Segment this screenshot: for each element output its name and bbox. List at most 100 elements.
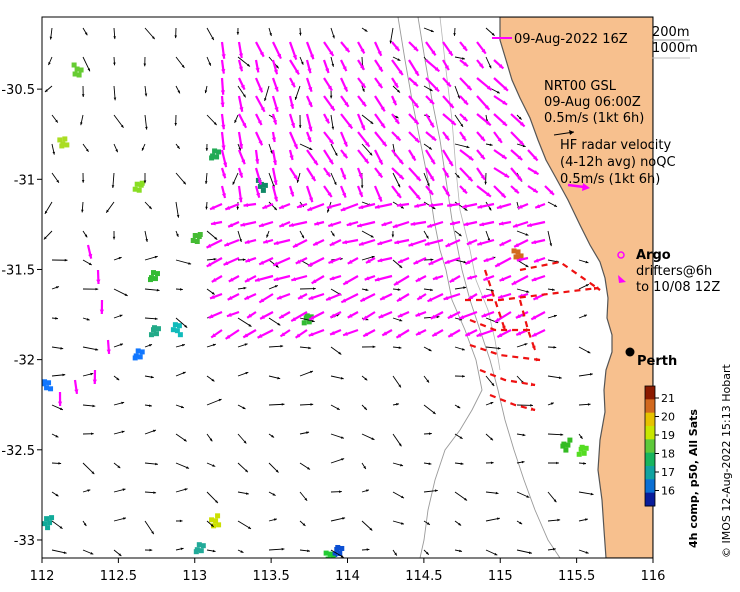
hf-arrow-head: [358, 241, 364, 246]
drifter-track: [519, 260, 601, 291]
hf-arrow-head: [479, 222, 485, 227]
sst-cell: [301, 320, 307, 326]
hf-arrow-head: [513, 223, 518, 228]
colorbar-tick-label: 16: [661, 485, 675, 498]
drifter-tracks: [465, 260, 601, 412]
model-arrow-head: [272, 493, 276, 496]
model-arrow-head: [340, 555, 344, 558]
model-arrow-head: [587, 350, 591, 354]
hf-arrow-head: [276, 295, 282, 300]
hf-arrow-head: [311, 176, 316, 181]
hf-arrow-head: [226, 312, 232, 317]
model-arrow-head: [84, 32, 88, 36]
model-arrow-head: [299, 32, 302, 36]
hf-arrow-head: [476, 332, 482, 337]
hf-arrow-head: [377, 83, 383, 88]
hf-arrow-head: [225, 205, 231, 210]
hf-arrow-head: [449, 103, 454, 108]
hf-arrow-head: [292, 54, 297, 60]
hf-arrow-head: [290, 82, 295, 88]
sst-cell: [511, 248, 517, 254]
model-arrow-head: [277, 376, 281, 380]
hf-arrow-head: [346, 221, 352, 227]
hf-arrow-head: [289, 222, 294, 228]
model-arrow-head: [118, 256, 122, 260]
perth-marker: [625, 347, 635, 357]
hf-arrow-head: [343, 141, 348, 147]
model-arrow-head: [176, 233, 179, 237]
colorbar-swatch: [645, 439, 655, 454]
model-arrow-head: [234, 119, 237, 123]
sst-cell: [565, 442, 571, 448]
hf-arrow-head: [465, 260, 471, 265]
sst-cell: [42, 521, 48, 527]
model-arrow-head: [59, 407, 63, 410]
hf-arrow-head: [431, 135, 437, 141]
model-arrow-head: [584, 518, 588, 521]
hf-arrow-head: [223, 261, 229, 266]
hf-arrow-head: [307, 68, 312, 74]
model-arrow-head: [340, 436, 344, 439]
colorbar-swatch: [645, 399, 655, 414]
sst-cell: [196, 542, 202, 548]
model-arrow-head: [149, 548, 153, 552]
hf-arrow-head: [210, 294, 215, 299]
sst-cell: [308, 314, 314, 320]
hf-arrow-head: [432, 275, 438, 280]
hf-arrow-head: [260, 314, 265, 319]
model-arrow-head: [365, 489, 369, 492]
hf-arrow-head: [527, 222, 532, 228]
sst-cell: [151, 325, 157, 331]
model-arrow-head: [84, 234, 88, 238]
sst-cell: [44, 516, 50, 522]
model-arrow-head: [369, 527, 373, 531]
model-arrow-head: [245, 371, 249, 375]
model-arrow-head: [329, 95, 333, 99]
hf-arrow-head: [358, 173, 363, 179]
hf-arrow-head: [311, 279, 317, 284]
hf-avg: (4-12h avg) noQC: [560, 155, 676, 170]
x-axis: 112 112.5 113 113.5 114 114.5 115 115.5 116: [30, 558, 665, 584]
model-arrow-head: [271, 434, 275, 438]
model-arrow-head: [331, 233, 335, 237]
model-arrow-head: [88, 262, 92, 266]
model-arrow-head: [364, 377, 368, 381]
model-arrow-head: [236, 32, 240, 35]
model-arrow-head: [155, 462, 158, 466]
model-arrow-head: [458, 233, 462, 237]
hf-scale-arrow: [567, 183, 585, 189]
model-arrow-head: [90, 432, 94, 436]
hf-arrow-head: [413, 119, 419, 125]
model-arrow-head: [464, 207, 468, 211]
hf-arrow-head: [307, 137, 312, 142]
model-arrow-head: [426, 522, 430, 525]
model-arrow-head: [240, 550, 244, 553]
hf-arrow-head: [393, 82, 399, 88]
hf-arrow-head: [308, 332, 314, 337]
model-arrow-head: [56, 179, 59, 183]
sst-cell: [332, 551, 338, 557]
hf-arrow-head: [293, 175, 298, 180]
x-tick-label: 112: [30, 569, 55, 584]
x-tick-label: 113.5: [253, 569, 290, 584]
model-arrow-head: [549, 243, 553, 247]
model-arrow-head: [212, 343, 216, 347]
model-arrow-head: [425, 235, 429, 239]
hf-arrow-head: [429, 175, 434, 181]
model-arrow-head: [327, 209, 330, 213]
hf-arrow-head: [361, 83, 366, 88]
model-arrow-head: [277, 322, 281, 326]
hf-arrow-head: [289, 104, 295, 109]
model-arrow-head: [371, 437, 375, 440]
model-arrow-head: [151, 36, 155, 40]
model-arrow-head: [208, 62, 211, 66]
drifter-legend-arrow: [618, 275, 626, 283]
model-arrow-head: [494, 552, 498, 556]
hf-arrow-head: [483, 257, 489, 262]
hf-arrow-head: [330, 105, 335, 111]
model-arrow-head: [154, 317, 158, 321]
hf-arrow-head: [428, 203, 434, 208]
hf-arrow-head: [535, 204, 541, 209]
sst-cell: [137, 354, 143, 360]
